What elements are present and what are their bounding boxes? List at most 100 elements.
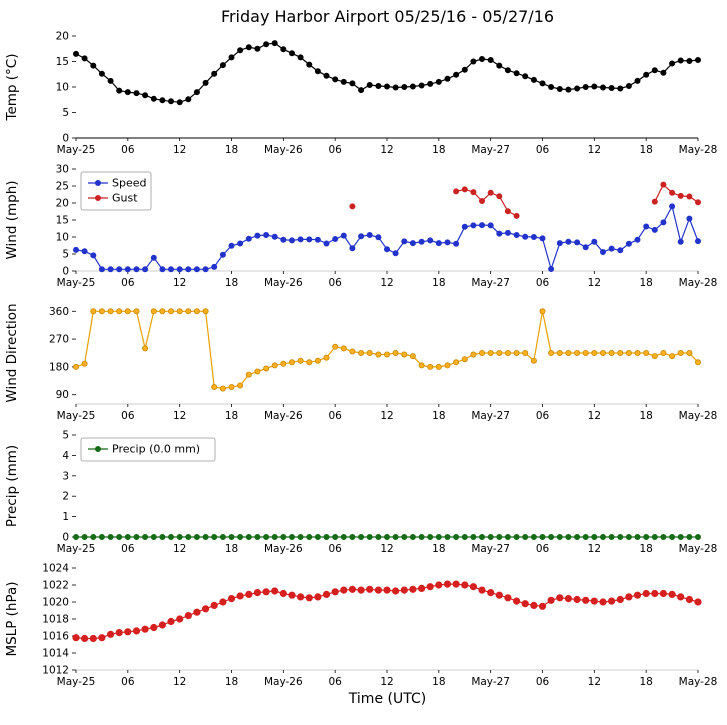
svg-text:May-27: May-27 (471, 277, 510, 289)
svg-text:90: 90 (56, 389, 69, 401)
svg-text:18: 18 (432, 676, 445, 688)
svg-text:06: 06 (328, 277, 342, 289)
svg-text:10: 10 (56, 232, 69, 244)
svg-text:1018: 1018 (42, 614, 69, 626)
svg-text:1014: 1014 (42, 648, 69, 660)
svg-text:12: 12 (380, 144, 393, 156)
svg-text:12: 12 (380, 410, 393, 422)
svg-text:18: 18 (639, 277, 652, 289)
svg-text:25: 25 (56, 181, 69, 193)
svg-text:06: 06 (536, 543, 550, 555)
series-wind-direction (73, 308, 702, 392)
y-axis-label: Precip (mm) (4, 445, 20, 527)
svg-text:12: 12 (380, 277, 393, 289)
y-axis-label: Temp (°C) (4, 54, 20, 122)
svg-text:10: 10 (56, 82, 69, 94)
svg-text:2: 2 (62, 491, 69, 503)
svg-text:May-26: May-26 (264, 543, 303, 555)
svg-text:12: 12 (380, 543, 393, 555)
svg-text:12: 12 (588, 676, 601, 688)
chart-panels: 0 5 10 15 20 May-25 06 12 18 May-26 06 12 18 May-27 06… (0, 29, 727, 694)
svg-text:0: 0 (62, 532, 69, 544)
svg-text:270: 270 (49, 334, 69, 346)
series-precip-0-0-mm- (73, 534, 702, 541)
svg-text:18: 18 (639, 410, 652, 422)
svg-text:0: 0 (62, 133, 69, 145)
svg-text:18: 18 (432, 277, 445, 289)
legend: Precip (0.0 mm) (80, 437, 216, 462)
svg-text:18: 18 (639, 543, 652, 555)
y-axis: 1012 1014 1016 1018 1020 1022 1024 (42, 563, 76, 677)
svg-text:06: 06 (121, 676, 135, 688)
svg-text:18: 18 (225, 410, 238, 422)
svg-text:12: 12 (173, 277, 186, 289)
svg-text:4: 4 (62, 450, 69, 462)
mslp-chart: 1012 1014 1016 1018 1020 1022 1024 May-25 06 12 18… (4, 563, 718, 689)
svg-text:1012: 1012 (42, 665, 69, 677)
svg-text:12: 12 (173, 144, 186, 156)
svg-text:12: 12 (588, 144, 601, 156)
y-axis: 90 180 270 360 (49, 306, 76, 401)
svg-text:May-26: May-26 (264, 410, 303, 422)
svg-text:06: 06 (328, 676, 342, 688)
svg-text:1024: 1024 (42, 563, 69, 575)
svg-text:20: 20 (56, 198, 69, 210)
svg-text:12: 12 (173, 676, 186, 688)
svg-text:Gust: Gust (112, 192, 138, 205)
svg-text:06: 06 (328, 543, 342, 555)
svg-text:06: 06 (536, 410, 550, 422)
svg-text:06: 06 (536, 144, 550, 156)
svg-text:Speed: Speed (112, 177, 146, 190)
svg-text:May-26: May-26 (264, 144, 303, 156)
svg-text:06: 06 (328, 144, 342, 156)
svg-text:3: 3 (62, 470, 69, 482)
svg-text:5: 5 (62, 249, 69, 261)
x-axis: May-25 06 12 18 May-26 06 12 18 May-27 06 12 18 May-… (57, 271, 717, 289)
svg-text:12: 12 (173, 410, 186, 422)
svg-text:15: 15 (56, 56, 69, 68)
series-speed (73, 203, 702, 273)
svg-text:5: 5 (62, 107, 69, 119)
svg-text:12: 12 (588, 410, 601, 422)
svg-text:May-28: May-28 (679, 543, 718, 555)
x-axis: May-25 06 12 18 May-26 06 12 18 May-27 06 12 18 May-… (57, 670, 718, 688)
svg-text:1016: 1016 (42, 631, 69, 643)
x-axis: May-25 06 12 18 May-26 06 12 18 May-27 06 12 18 May-… (57, 404, 717, 422)
svg-text:May-27: May-27 (471, 410, 510, 422)
svg-text:180: 180 (49, 361, 69, 373)
chart-title: Friday Harbor Airport 05/25/16 - 05/27/1… (220, 7, 555, 26)
series-temp (73, 40, 702, 106)
svg-text:1022: 1022 (42, 580, 69, 592)
svg-text:May-25: May-25 (57, 144, 96, 156)
legend: Speed Gust (80, 171, 152, 211)
x-axis-title: Time (UTC) (348, 691, 427, 707)
svg-text:06: 06 (121, 410, 135, 422)
svg-text:18: 18 (225, 144, 238, 156)
svg-text:18: 18 (639, 676, 652, 688)
svg-text:May-28: May-28 (679, 676, 718, 688)
svg-text:06: 06 (121, 144, 135, 156)
x-axis: May-25 06 12 18 May-26 06 12 18 May-27 06 12 18 May-… (57, 138, 718, 156)
svg-text:1: 1 (62, 511, 69, 523)
svg-text:May-26: May-26 (264, 277, 303, 289)
series-mslp (72, 580, 702, 643)
svg-text:0: 0 (62, 266, 69, 278)
y-axis-label: Wind Direction (4, 303, 20, 402)
temp-chart: 0 5 10 15 20 May-25 06 12 18 May-26 06 12 18 May-27 06… (4, 31, 718, 157)
svg-text:30: 30 (56, 164, 69, 176)
svg-text:06: 06 (536, 277, 550, 289)
svg-text:18: 18 (639, 144, 652, 156)
svg-text:May-28: May-28 (679, 144, 718, 156)
svg-text:Precip (0.0 mm): Precip (0.0 mm) (112, 443, 200, 456)
svg-text:12: 12 (380, 676, 393, 688)
svg-text:May-27: May-27 (471, 543, 510, 555)
svg-text:18: 18 (432, 543, 445, 555)
svg-text:18: 18 (225, 676, 238, 688)
svg-text:06: 06 (328, 410, 342, 422)
y-axis: 0 1 2 3 4 5 (62, 430, 76, 544)
y-axis: 0 5 10 15 20 25 30 (56, 164, 76, 278)
y-axis-label: MSLP (hPa) (4, 581, 20, 656)
